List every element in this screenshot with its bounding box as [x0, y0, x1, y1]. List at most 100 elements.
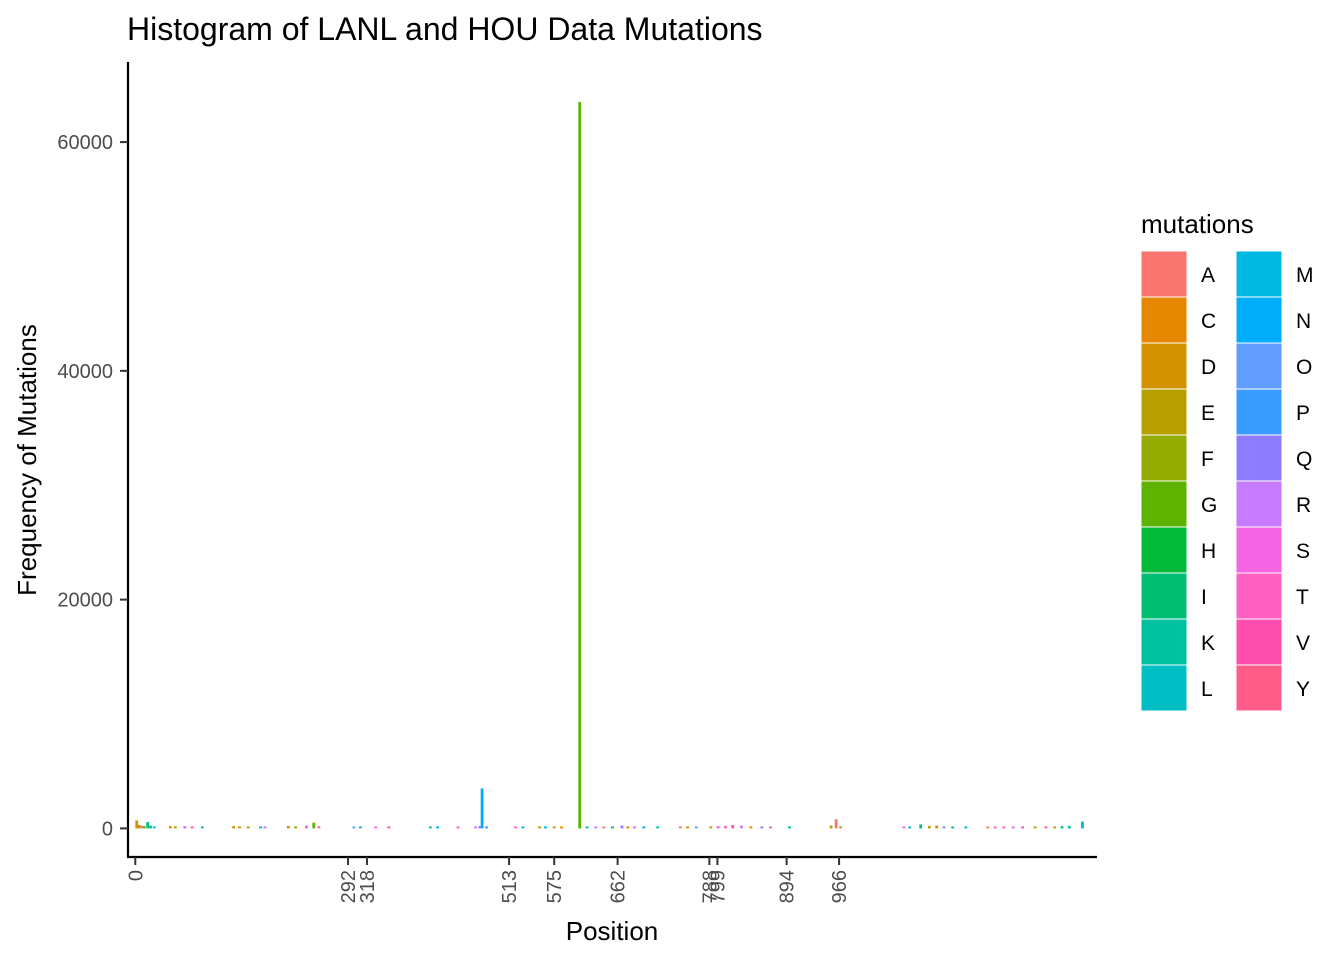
bar-T-810 [724, 825, 727, 829]
y-tick-label: 40000 [57, 361, 113, 383]
x-tick-label: 966 [829, 870, 851, 903]
bar-I-1078 [919, 824, 923, 829]
x-tick-label: 318 [357, 870, 379, 903]
bar-N-415 [436, 826, 440, 829]
x-tick-label: 575 [544, 870, 566, 903]
bar-K-717 [656, 826, 660, 829]
bar-S-68 [183, 826, 187, 829]
x-tick-label: 788 [699, 870, 721, 903]
legend-label-L: L [1201, 678, 1213, 701]
legend-key-N [1235, 296, 1283, 344]
bar-G-12 [142, 826, 146, 829]
bar-L-309 [359, 826, 362, 829]
bar-V-1218 [1021, 826, 1025, 829]
bar-E-790 [709, 826, 713, 829]
bar-M-1300 [1081, 821, 1084, 829]
bar-G-245 [312, 822, 316, 829]
legend-key-D [1140, 342, 1188, 390]
bar-S-1180 [993, 826, 997, 829]
bar-I-17 [146, 822, 150, 829]
bar-O-770 [694, 826, 698, 829]
x-tick-label: 662 [608, 870, 630, 903]
bar-I-655 [611, 826, 614, 829]
bar-E-5 [137, 824, 141, 829]
bar-K-405 [428, 826, 432, 829]
bar-C-1100 [935, 825, 939, 829]
bar-S-685 [632, 826, 636, 829]
bar-E-575 [552, 826, 556, 829]
legend-label-A: A [1201, 264, 1215, 287]
legend-key-C [1140, 296, 1188, 344]
bar-L-172 [259, 826, 262, 829]
bar-A-748 [678, 826, 682, 829]
y-tick-label: 20000 [57, 590, 113, 612]
bar-L-1063 [908, 826, 912, 829]
bars-layer [135, 102, 1084, 829]
bar-D-555 [538, 826, 542, 829]
bar-T-443 [456, 826, 460, 829]
bar-E-955 [829, 825, 833, 829]
bar-R-832 [740, 825, 743, 829]
bar-L-21 [149, 825, 152, 829]
bar-V-820 [731, 824, 735, 829]
bar-D-2 [135, 820, 139, 829]
bar-E-1090 [928, 825, 931, 829]
bar-C-48 [168, 826, 172, 829]
bar-C-845 [749, 826, 753, 829]
legend-key-O [1235, 342, 1283, 390]
bar-V-348 [387, 826, 391, 829]
bar-M-563 [544, 826, 547, 829]
legend-label-T: T [1296, 586, 1309, 609]
bar-D-968 [839, 826, 842, 829]
legend-label-R: R [1296, 494, 1311, 517]
y-tick-label: 60000 [57, 132, 113, 154]
legend-label-I: I [1201, 586, 1207, 609]
bar-Q-473 [478, 826, 482, 829]
bar-Y-1250 [1044, 826, 1048, 829]
bar-T-78 [190, 826, 194, 829]
bar-K-92 [200, 826, 204, 829]
legend-key-I [1140, 572, 1188, 620]
x-tick-label: 292 [338, 870, 360, 903]
y-ticks-layer: 0 20000 40000 60000 [57, 132, 128, 840]
x-axis-title: Position [566, 916, 659, 946]
legend-key-G [1140, 480, 1188, 528]
bar-S-800 [716, 826, 720, 829]
legend-label-E: E [1201, 402, 1215, 425]
bar-A-643 [602, 826, 606, 829]
bar-S-235 [305, 825, 308, 829]
bar-A-1170 [986, 826, 990, 829]
legend-key-Y [1235, 664, 1283, 712]
bar-S-330 [374, 826, 378, 829]
bar-K-1282 [1067, 825, 1071, 829]
legend-title: mutations [1141, 209, 1254, 239]
bar-R-632 [594, 826, 598, 829]
bar-K-898 [788, 826, 791, 829]
bar-L-620 [585, 826, 589, 829]
legend-label-G: G [1201, 494, 1217, 517]
legend-key-V [1235, 618, 1283, 666]
bar-N-476 [480, 788, 484, 829]
bar-F-220 [294, 826, 297, 829]
bar-T-1192 [1002, 826, 1006, 829]
bar-R-178 [263, 826, 267, 829]
x-tick-label: 799 [707, 870, 729, 903]
bar-D-143 [238, 826, 241, 829]
legend-key-A [1140, 250, 1188, 298]
legend-key-F [1140, 434, 1188, 482]
legend-key-P [1235, 388, 1283, 436]
bar-S-1055 [902, 826, 906, 829]
bar-E-55 [173, 826, 177, 829]
x-tick-label: 513 [499, 870, 521, 903]
bar-R-1205 [1011, 826, 1015, 829]
bar-Q-668 [620, 825, 624, 829]
bar-A-962 [834, 819, 838, 829]
bar-T-252 [317, 826, 321, 829]
legend-label-V: V [1296, 632, 1310, 655]
bar-A-8 [139, 825, 143, 829]
legend-label-S: S [1296, 540, 1310, 563]
bar-P-482 [485, 826, 488, 829]
legend-label-C: C [1201, 310, 1216, 333]
